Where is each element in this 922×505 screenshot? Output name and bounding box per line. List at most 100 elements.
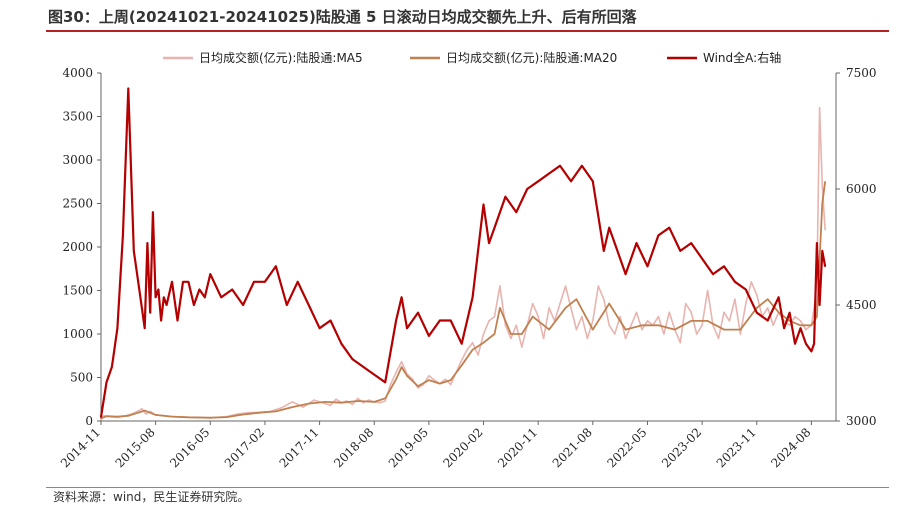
series-1-point	[679, 341, 682, 344]
x-tick-label: 2016-05	[167, 425, 212, 470]
series-1-point	[728, 320, 731, 322]
series-3-point	[163, 296, 165, 299]
series-3-point	[428, 335, 430, 337]
series-1-point	[706, 289, 709, 292]
y-left-tick-label: 0	[85, 414, 93, 428]
series-3-point	[449, 319, 452, 322]
series-3-point	[460, 342, 463, 345]
series-2-point	[624, 328, 627, 331]
series-3-point	[488, 242, 490, 244]
series-3-point	[253, 281, 255, 283]
series-3-point	[783, 327, 785, 330]
series-3-point	[400, 296, 403, 299]
y-right-tick-label: 6000	[846, 182, 877, 196]
series-3-point	[794, 342, 796, 345]
series-2-point	[258, 411, 261, 414]
series-2-point	[439, 382, 441, 385]
series-3-point	[439, 319, 441, 322]
legend-label-1: 日均成交额(亿元):陆股通:MA5	[199, 50, 363, 65]
series-3-point	[818, 304, 821, 306]
series-2-point	[592, 328, 594, 331]
series-3-point	[193, 304, 195, 306]
series-3-point	[635, 242, 638, 244]
y-left-tick-label: 3000	[62, 153, 93, 167]
series-1-point	[818, 107, 821, 109]
series-1-point	[444, 378, 447, 381]
series-3-point	[209, 273, 212, 275]
series-1-point	[668, 311, 671, 314]
series-1-point	[357, 397, 359, 400]
series-3-point	[515, 211, 518, 213]
series-1-point	[428, 375, 430, 377]
series-1-point	[739, 333, 742, 335]
legend-label-2: 日均成交额(亿元):陆股通:MA20	[446, 50, 617, 65]
series-3-point	[165, 304, 168, 306]
series-2-point	[105, 415, 108, 418]
series-1-point	[313, 399, 315, 401]
series-1-point	[537, 315, 539, 318]
series-3-point	[613, 242, 616, 244]
series-3-point	[154, 296, 157, 299]
series-2-point	[657, 324, 660, 327]
series-2-point	[291, 406, 294, 408]
y-right-tick-label: 7500	[846, 66, 877, 80]
series-2-point	[810, 324, 813, 327]
series-3-point	[275, 265, 277, 268]
series-2-point	[575, 298, 578, 301]
series-3-point	[157, 288, 160, 291]
series-3-point	[657, 234, 660, 237]
series-2-point	[766, 298, 769, 301]
series-1-point	[449, 383, 452, 386]
series-1-point	[641, 328, 643, 331]
series-3-point	[143, 327, 146, 330]
series-3-point	[146, 242, 149, 244]
series-1-point	[717, 337, 720, 340]
series-3-point	[406, 327, 408, 330]
series-3-point	[745, 288, 747, 291]
series-1-point	[570, 307, 572, 309]
series-2-point	[608, 302, 610, 305]
series-1-point	[477, 354, 479, 356]
series-3-point	[723, 265, 725, 268]
series-2-point	[100, 417, 102, 420]
series-1-point	[466, 348, 468, 351]
series-1-point	[531, 302, 534, 305]
series-2-point	[225, 416, 228, 418]
series-3-point	[712, 273, 714, 275]
series-3-point	[805, 342, 807, 345]
series-1-point	[368, 399, 370, 401]
series-layer	[99, 87, 827, 421]
series-3-point	[198, 288, 201, 291]
series-3-point	[471, 296, 474, 299]
series-1-point	[635, 311, 638, 314]
series-1-point	[695, 333, 698, 335]
series-2-point	[548, 328, 550, 331]
series-2-point	[340, 401, 343, 404]
series-2-point	[384, 397, 387, 400]
y-left-tick-label: 1000	[62, 327, 93, 341]
series-2-point	[499, 307, 501, 309]
series-3-point	[813, 342, 815, 345]
series-1-point	[684, 302, 687, 305]
series-2-point	[138, 411, 141, 414]
series-3-point	[701, 257, 703, 260]
series-3-point	[231, 288, 233, 291]
series-3-point	[116, 327, 119, 330]
series-2-point	[324, 401, 326, 403]
series-2-point	[641, 324, 643, 327]
series-3-point	[646, 265, 649, 268]
series-3-point	[799, 327, 802, 330]
x-tick-label: 2023-02	[659, 425, 704, 470]
page-title: 图30：上周(20241021-20241025)陆股通 5 日滚动日均成交额先…	[48, 8, 637, 26]
plot-axes: 0 500 1000 1500 2000 2500 3000 3500 4000 3000 4500…	[58, 66, 877, 470]
series-3-point	[152, 211, 154, 213]
series-2-point	[460, 364, 463, 367]
series-2-point	[428, 379, 430, 381]
series-1-point	[581, 315, 583, 318]
series-1-point	[141, 408, 143, 410]
series-2-point	[357, 400, 359, 402]
series-2-point	[674, 328, 676, 331]
series-1-point	[324, 402, 326, 405]
series-3-point	[122, 234, 124, 237]
series-3-point	[679, 250, 682, 252]
